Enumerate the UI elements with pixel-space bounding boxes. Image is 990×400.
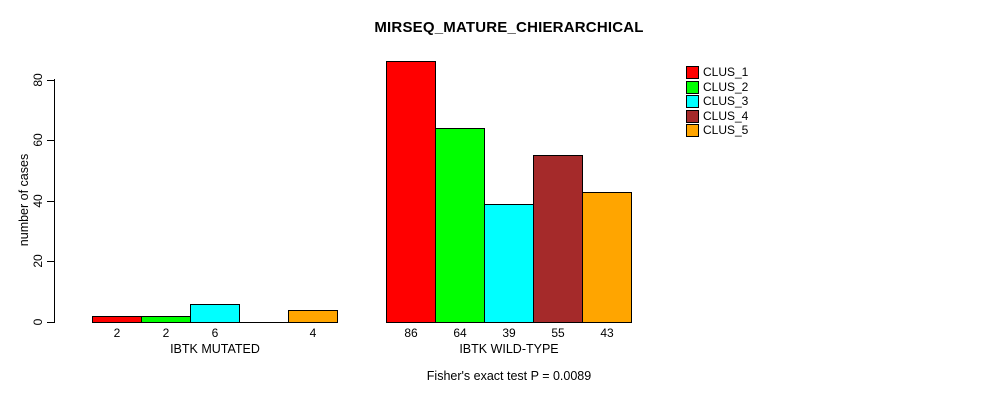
chart-title: MIRSEQ_MATURE_CHIERARCHICAL: [374, 19, 644, 36]
legend-swatch-clus_3: [686, 95, 699, 108]
y-tick-label: 40: [31, 194, 45, 208]
y-axis-label: number of cases: [17, 153, 31, 247]
bar-value-label: 43: [600, 326, 614, 340]
legend-swatch-clus_1: [686, 66, 699, 79]
bar-value-label: 39: [502, 326, 516, 340]
bar-value-label: 86: [404, 326, 418, 340]
legend-label-clus_3: CLUS_3: [703, 94, 749, 108]
legend-swatch-clus_4: [686, 110, 699, 123]
y-tick-label: 0: [31, 318, 45, 326]
y-tick: [47, 80, 55, 81]
bar-clus_5: [582, 192, 632, 323]
y-tick: [47, 261, 55, 262]
y-tick: [47, 322, 55, 323]
bar-value-label: 64: [453, 326, 467, 340]
legend-swatch-clus_5: [686, 124, 699, 137]
y-tick-label: 80: [31, 73, 45, 87]
bar-clus_1: [92, 316, 142, 323]
y-tick-label: 60: [31, 133, 45, 147]
legend-label-clus_2: CLUS_2: [703, 80, 749, 94]
bar-value-label: 4: [309, 326, 317, 340]
bar-clus_2: [435, 128, 485, 323]
fisher-test-caption: Fisher's exact test P = 0.0089: [426, 369, 592, 383]
bar-clus_3: [484, 204, 534, 323]
bar-clus_1: [386, 61, 436, 323]
y-tick: [47, 201, 55, 202]
bar-clus_5: [288, 310, 338, 323]
legend-label-clus_4: CLUS_4: [703, 109, 749, 123]
x-group-label-mutated: IBTK MUTATED: [170, 342, 260, 356]
bar-value-label: 55: [551, 326, 565, 340]
y-tick: [47, 140, 55, 141]
bar-clus_3: [190, 304, 240, 323]
bar-value-label: 6: [211, 326, 219, 340]
bar-clus_4: [533, 155, 583, 323]
legend-swatch-clus_2: [686, 81, 699, 94]
y-tick-label: 20: [31, 254, 45, 268]
bar-clus_4-zero: [239, 322, 289, 323]
legend-label-clus_1: CLUS_1: [703, 65, 749, 79]
bar-value-label: 2: [162, 326, 170, 340]
bar-value-label: 2: [113, 326, 121, 340]
bar-clus_2: [141, 316, 191, 323]
legend-label-clus_5: CLUS_5: [703, 123, 749, 137]
x-group-label-wild-type: IBTK WILD-TYPE: [459, 342, 559, 356]
